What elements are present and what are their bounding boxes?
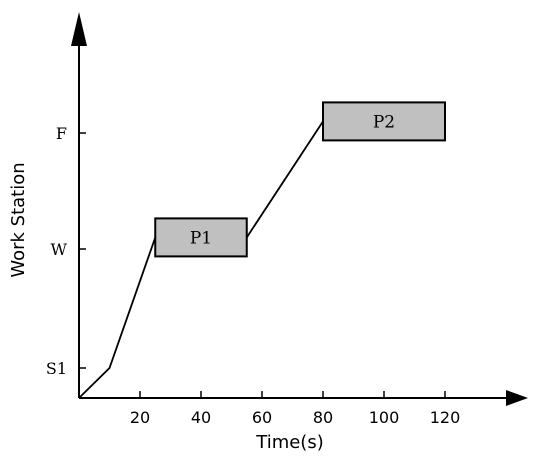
y-tick-label-s1: S1 <box>46 359 67 378</box>
y-ticks: S1 W F <box>46 124 86 378</box>
x-tick-label-120: 120 <box>430 408 461 427</box>
y-axis-title: Work Station <box>8 162 29 277</box>
x-axis-title: Time(s) <box>255 432 323 453</box>
box-p2 <box>322 101 446 142</box>
y-tick-label-f: F <box>56 124 67 143</box>
box-label-p2: P2 <box>373 112 395 132</box>
x-tick-label-80: 80 <box>313 408 333 427</box>
series <box>78 120 445 399</box>
y-tick-label-w: W <box>51 240 68 259</box>
x-tick-label-100: 100 <box>369 408 400 427</box>
x-tick-label-20: 20 <box>130 408 150 427</box>
box-p1 <box>154 217 248 258</box>
boxes: P1 P2 <box>154 101 446 258</box>
x-tick-label-40: 40 <box>191 408 211 427</box>
x-ticks: 20 40 60 80 100 120 <box>130 391 460 427</box>
x-axis-arrowhead <box>506 390 528 406</box>
x-tick-label-60: 60 <box>252 408 272 427</box>
y-axis-arrowhead <box>71 12 87 46</box>
box-label-p1: P1 <box>190 228 212 248</box>
series-line-0 <box>78 120 445 399</box>
axes <box>71 12 528 406</box>
